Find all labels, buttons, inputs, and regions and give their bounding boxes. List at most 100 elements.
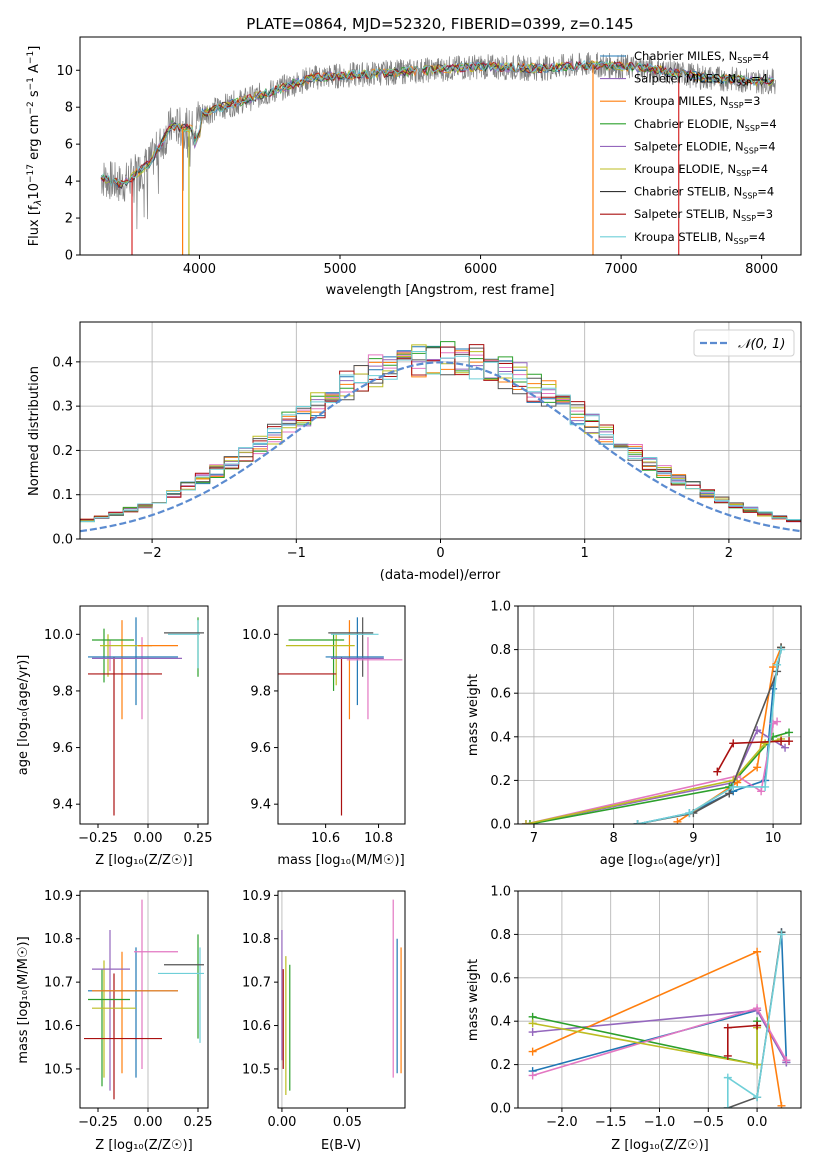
y-tick-label: 10.6	[242, 1019, 271, 1034]
x-tick-label: −0.25	[78, 831, 118, 846]
weight-point-marker	[782, 1056, 791, 1065]
y-tick-label: 0.4	[490, 1015, 511, 1030]
weight-series-line	[525, 729, 786, 824]
x-tick-label: 0.05	[333, 1115, 362, 1130]
x-tick-label: −0.5	[693, 1115, 725, 1130]
mass-vs-ebv-panel: 0.00 0.05 10.5 10.6 10.7 10.8 10.9 E(B-V)	[242, 889, 406, 1153]
x-tick-label: 1	[581, 546, 589, 561]
residual-panel: −2 −1 0 1 2 0.0 0.1 0.2 0.3 0.4 (data-model)/erro…	[27, 321, 802, 583]
errorbars	[84, 891, 204, 1108]
y-tick-label: 10.8	[242, 932, 271, 947]
x-tick-label: 0.0	[747, 1115, 768, 1130]
x-tick-label: 5000	[323, 262, 356, 277]
age-vs-Z-panel: −0.25 0.00 0.25 9.4 9.6 9.8 10.0 Z [log₁₀(Z/Z☉…	[16, 605, 212, 868]
legend-label: Chabrier STELIB, NSSP=4	[634, 185, 774, 201]
x-tick-label: 4000	[183, 262, 216, 277]
y-tick-label: 6	[65, 138, 73, 153]
y-tick-label: 9.8	[52, 684, 73, 699]
age-vs-Z-ylabel: age [log₁₀(age/yr)]	[16, 655, 31, 776]
weight-point-marker	[773, 660, 782, 669]
y-tick-label: 9.6	[250, 741, 271, 756]
weight-series-line	[525, 738, 782, 824]
weight-vs-Z-panel: −2.0 −1.5 −1.0 −0.5 0.0 0.0 0.2 0.4 0.6 0.8 1.0 Z …	[466, 885, 802, 1153]
y-tick-label: 0.2	[490, 1058, 511, 1073]
spectrum-title: PLATE=0864, MJD=52320, FIBERID=0399, z=0…	[246, 15, 633, 33]
spectrum-xlabel: wavelength [Angstrom, rest frame]	[326, 283, 555, 298]
y-tick-label: 10.6	[44, 1019, 73, 1034]
x-tick-label: 7	[530, 831, 538, 846]
x-tick-label: 0.00	[134, 1115, 163, 1130]
weight-point-marker	[753, 1093, 762, 1102]
y-tick-label: 0.1	[52, 488, 73, 503]
legend-label: Kroupa MILES, NSSP=3	[634, 94, 760, 110]
y-tick-label: 1.0	[490, 885, 511, 900]
y-tick-label: 0.4	[490, 730, 511, 745]
y-tick-label: 0.2	[52, 444, 73, 459]
weight-point-marker	[528, 1028, 537, 1037]
weight-point-marker	[528, 1047, 537, 1056]
x-tick-label: −2.0	[546, 1115, 578, 1130]
weight-vs-Z-ylabel: mass weight	[466, 959, 481, 1041]
y-tick-label: 0.2	[490, 774, 511, 789]
y-tick-label: 0.0	[490, 818, 511, 833]
age-vs-Z-xlabel: Z [log₁₀(Z/Z☉)]	[95, 853, 192, 868]
weight-point-marker	[781, 743, 790, 752]
mass-vs-Z-xlabel: Z [log₁₀(Z/Z☉)]	[95, 1138, 192, 1153]
y-tick-label: 0.6	[490, 971, 511, 986]
weight-point-marker	[723, 1073, 732, 1082]
y-tick-label: 10.7	[242, 976, 271, 991]
x-tick-label: 9	[689, 831, 697, 846]
y-tick-label: 10.7	[44, 976, 73, 991]
y-tick-label: 9.4	[52, 798, 73, 813]
weight-point-marker	[729, 739, 738, 748]
weight-point-marker	[785, 728, 794, 737]
weight-point-marker	[521, 820, 530, 824]
weight-point-marker	[753, 1004, 762, 1013]
spectrum-lines	[100, 52, 777, 255]
model-spectrum-line	[101, 60, 775, 187]
weight-point-marker	[528, 1019, 537, 1028]
y-tick-label: 0.8	[490, 643, 511, 658]
y-tick-label: 10	[56, 64, 73, 79]
x-tick-label: 10.6	[311, 831, 340, 846]
legend-label: Kroupa ELODIE, NSSP=4	[634, 162, 768, 178]
legend-label: Salpeter MILES, NSSP=4	[634, 72, 768, 88]
y-tick-label: 10.0	[242, 628, 271, 643]
residual-histogram	[80, 351, 801, 524]
weight-point-marker	[777, 737, 786, 746]
x-tick-label: 0	[436, 546, 444, 561]
mass-vs-Z-panel: −0.25 0.00 0.25 10.5 10.6 10.7 10.8 10.9 Z [log…	[16, 889, 212, 1153]
spectrum-legend: Chabrier MILES, NSSP=4 Salpeter MILES, NS…	[600, 49, 777, 246]
legend-label: Chabrier MILES, NSSP=4	[634, 49, 769, 65]
y-tick-label: 2	[65, 212, 73, 227]
x-tick-label: 10	[765, 831, 782, 846]
y-tick-label: 0	[65, 249, 73, 264]
legend-label: Chabrier ELODIE, NSSP=4	[634, 117, 777, 133]
spectrum-axes	[79, 36, 802, 256]
y-tick-label: 0.3	[52, 400, 73, 415]
age-vs-mass-xlabel: mass [log₁₀(M/M☉)]	[277, 853, 404, 868]
weight-series-line	[727, 932, 783, 1108]
spectrum-panel: PLATE=0864, MJD=52320, FIBERID=0399, z=0…	[26, 15, 802, 298]
weight-vs-age-panel: 7 8 9 10 0.0 0.2 0.4 0.6 0.8 1.0 age [log₁₀(age/y…	[466, 600, 802, 868]
x-tick-label: 0.25	[184, 1115, 213, 1130]
weight-point-marker	[753, 1021, 762, 1030]
x-tick-label: −1.5	[595, 1115, 627, 1130]
weight-series-line	[727, 1024, 758, 1056]
weight-point-marker	[785, 737, 794, 746]
x-tick-label: 6000	[464, 262, 497, 277]
gaussian-curve	[80, 361, 801, 533]
weight-point-marker	[753, 763, 762, 772]
y-tick-label: 10.9	[242, 889, 271, 904]
weight-series-line	[532, 1022, 758, 1066]
residual-histograms	[80, 341, 801, 533]
weight-point-marker	[725, 789, 734, 798]
weight-point-marker	[633, 820, 642, 824]
weight-point-marker	[777, 645, 786, 654]
residual-legend: 𝒩(0, 1)	[693, 329, 795, 357]
y-tick-label: 9.6	[52, 741, 73, 756]
weight-point-marker	[713, 767, 722, 776]
y-tick-label: 0.0	[490, 1102, 511, 1117]
errorbars	[88, 606, 204, 824]
